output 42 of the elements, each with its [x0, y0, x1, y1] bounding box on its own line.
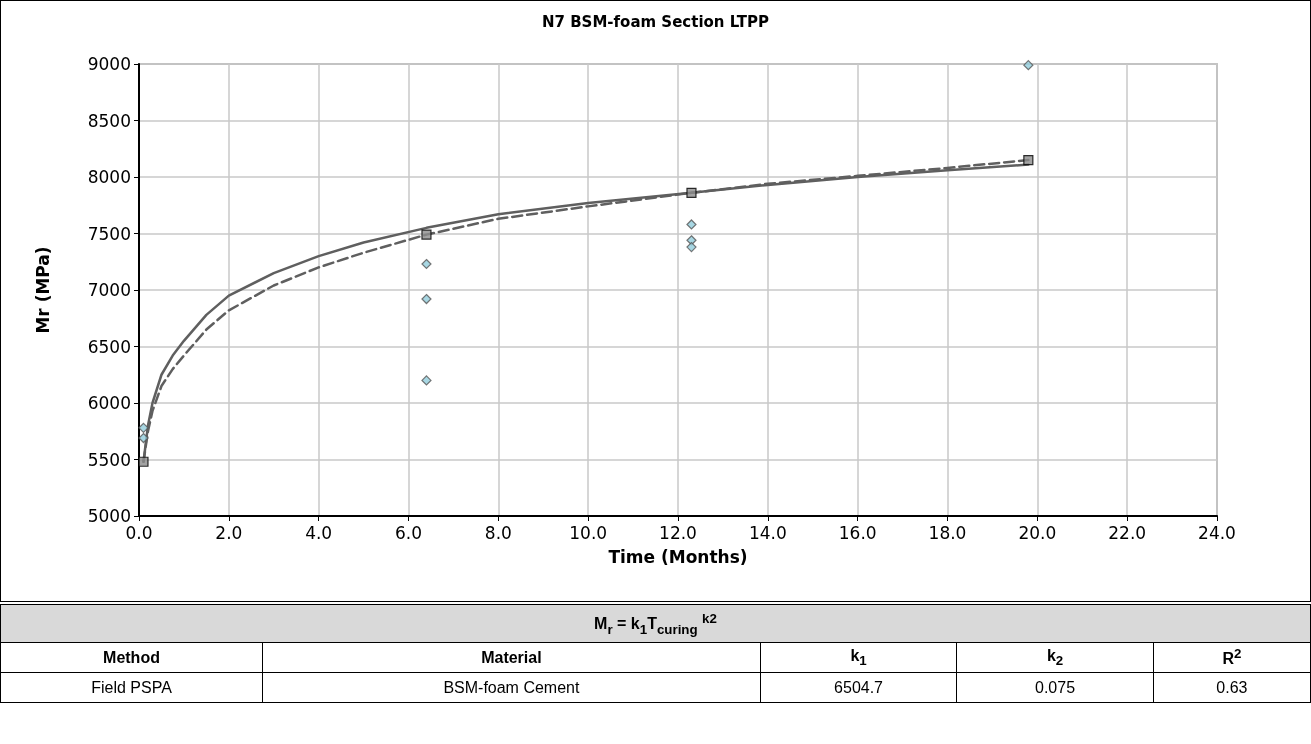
x-tick-label: 12.0 — [659, 522, 697, 543]
point — [138, 456, 149, 467]
x-tick-label: 18.0 — [928, 522, 967, 543]
y-tick-label: 8500 — [87, 110, 131, 131]
point — [138, 422, 149, 433]
text: R$^{2}$ — [1153, 642, 1311, 673]
x-tick-label: 14.0 — [748, 522, 787, 543]
y-tick-label: 6000 — [87, 393, 131, 413]
point — [421, 375, 432, 386]
x-tick-label: 2.0 — [215, 522, 243, 543]
point — [686, 187, 697, 198]
x-tick-label: 22.0 — [1108, 522, 1147, 543]
x-tick-label: 6.0 — [394, 522, 423, 543]
chart-title: N7 BSM-foam Section LTPP — [541, 12, 770, 31]
text: 0.075 — [956, 672, 1154, 703]
point — [1023, 154, 1034, 166]
text: Field PSPA — [0, 672, 263, 703]
text: Material — [262, 642, 761, 673]
point — [686, 219, 697, 230]
point — [421, 229, 432, 240]
text: BSM-foam Cement — [262, 672, 761, 703]
text: k$_{1}$ — [760, 642, 957, 673]
y-tick-label: 6500 — [87, 336, 131, 357]
y-tick-label: 5500 — [87, 449, 131, 470]
x-tick-label: 10.0 — [569, 522, 608, 543]
x-tick-label: 8.0 — [484, 522, 512, 543]
text: Method — [0, 642, 263, 673]
y-tick-label: 7000 — [87, 280, 131, 300]
y-axis-title: Mr (MPa) — [32, 246, 53, 334]
text: 0.63 — [1153, 672, 1311, 703]
x-tick-label: 16.0 — [838, 522, 877, 543]
text: 6504.7 — [760, 672, 957, 703]
y-tick-label: 9000 — [87, 54, 131, 74]
point — [1023, 60, 1034, 71]
x-axis-title: Time (Months) — [608, 546, 748, 567]
y-tick-label: 7500 — [87, 223, 131, 244]
point — [421, 293, 432, 305]
x-tick-label: 4.0 — [305, 522, 333, 543]
x-tick-label: 20.0 — [1018, 522, 1057, 543]
text: k$_{2}$ — [956, 642, 1154, 673]
y-tick-label: 8000 — [87, 167, 131, 187]
x-tick-label: 24.0 — [1198, 522, 1236, 543]
